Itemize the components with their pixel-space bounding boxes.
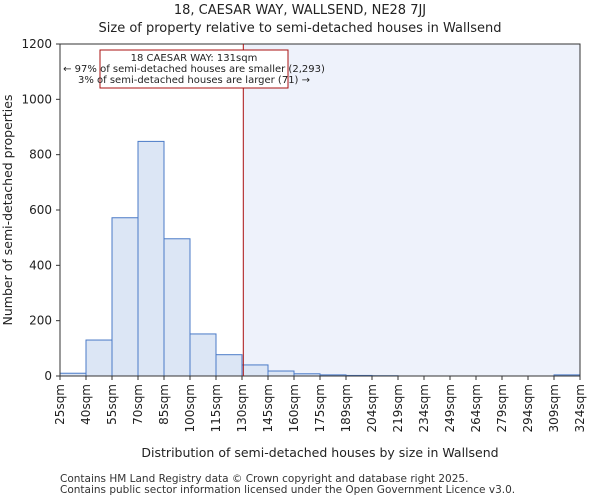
chart-address-title: 18, CAESAR WAY, WALLSEND, NE28 7JJ: [173, 3, 427, 18]
annotation-larger-text: 3% of semi-detached houses are larger (7…: [78, 75, 310, 86]
histogram-bar-100sqm: [189, 333, 217, 377]
annotation-smaller-text: ← 97% of semi-detached houses are smalle…: [63, 64, 325, 75]
annotation-property-label: 18 CAESAR WAY: 131sqm: [131, 53, 258, 64]
x-tick-label-115sqm: 115sqm: [209, 384, 223, 432]
y-tick-label-600: 600: [29, 203, 52, 217]
footer-copyright: Contains HM Land Registry data © Crown c…: [60, 473, 469, 485]
y-tick-label-0: 0: [44, 369, 52, 383]
histogram-bar-40sqm: [85, 339, 113, 377]
histogram-chart: 0 200 400 600 800 1000 1200 25sqm 40sqm 55sqm 70sq…: [0, 37, 587, 460]
y-tick-label-400: 400: [29, 258, 52, 272]
y-tick-label-1000: 1000: [21, 92, 52, 106]
x-tick-label-175sqm: 175sqm: [313, 384, 327, 432]
footer-licence: Contains public sector information licen…: [60, 484, 516, 496]
x-tick-label-234sqm: 234sqm: [417, 384, 431, 432]
x-tick-label-294sqm: 294sqm: [521, 384, 535, 432]
x-tick-label-85sqm: 85sqm: [157, 384, 171, 425]
x-tick-label-219sqm: 219sqm: [391, 384, 405, 432]
x-tick-label-130sqm: 130sqm: [235, 384, 249, 432]
histogram-bar-145sqm: [267, 370, 295, 377]
footer: Contains HM Land Registry data © Crown c…: [60, 474, 515, 496]
x-tick-label-40sqm: 40sqm: [79, 384, 93, 425]
x-tick-label-145sqm: 145sqm: [261, 384, 275, 432]
y-axis-label: Number of semi-detached properties: [0, 95, 15, 326]
x-tick-label-309sqm: 309sqm: [547, 384, 561, 432]
x-tick-label-279sqm: 279sqm: [495, 384, 509, 432]
x-tick-label-204sqm: 204sqm: [365, 384, 379, 432]
y-tick-label-200: 200: [29, 314, 52, 328]
x-tick-label-55sqm: 55sqm: [105, 384, 119, 425]
x-tick-label-324sqm: 324sqm: [573, 384, 587, 432]
histogram-bar-85sqm: [163, 238, 191, 377]
x-axis-label: Distribution of semi-detached houses by …: [141, 445, 498, 460]
histogram-bar-130sqm: [241, 364, 269, 377]
histogram-bar-115sqm: [215, 354, 243, 377]
annotation-box: [99, 49, 289, 89]
y-tick-label-800: 800: [29, 148, 52, 162]
histogram-bar-70sqm: [137, 140, 165, 377]
y-tick-label-1200: 1200: [21, 37, 52, 51]
x-tick-label-249sqm: 249sqm: [443, 384, 457, 432]
x-tick-label-189sqm: 189sqm: [339, 384, 353, 432]
larger-region-shade: [243, 44, 581, 376]
x-tick-label-264sqm: 264sqm: [469, 384, 483, 432]
x-tick-label-70sqm: 70sqm: [131, 384, 145, 425]
histogram-bar-55sqm: [111, 217, 139, 377]
chart-subtitle: Size of property relative to semi-detach…: [98, 21, 502, 36]
x-tick-label-100sqm: 100sqm: [183, 384, 197, 432]
x-tick-label-25sqm: 25sqm: [53, 384, 67, 425]
x-tick-label-160sqm: 160sqm: [287, 384, 301, 432]
